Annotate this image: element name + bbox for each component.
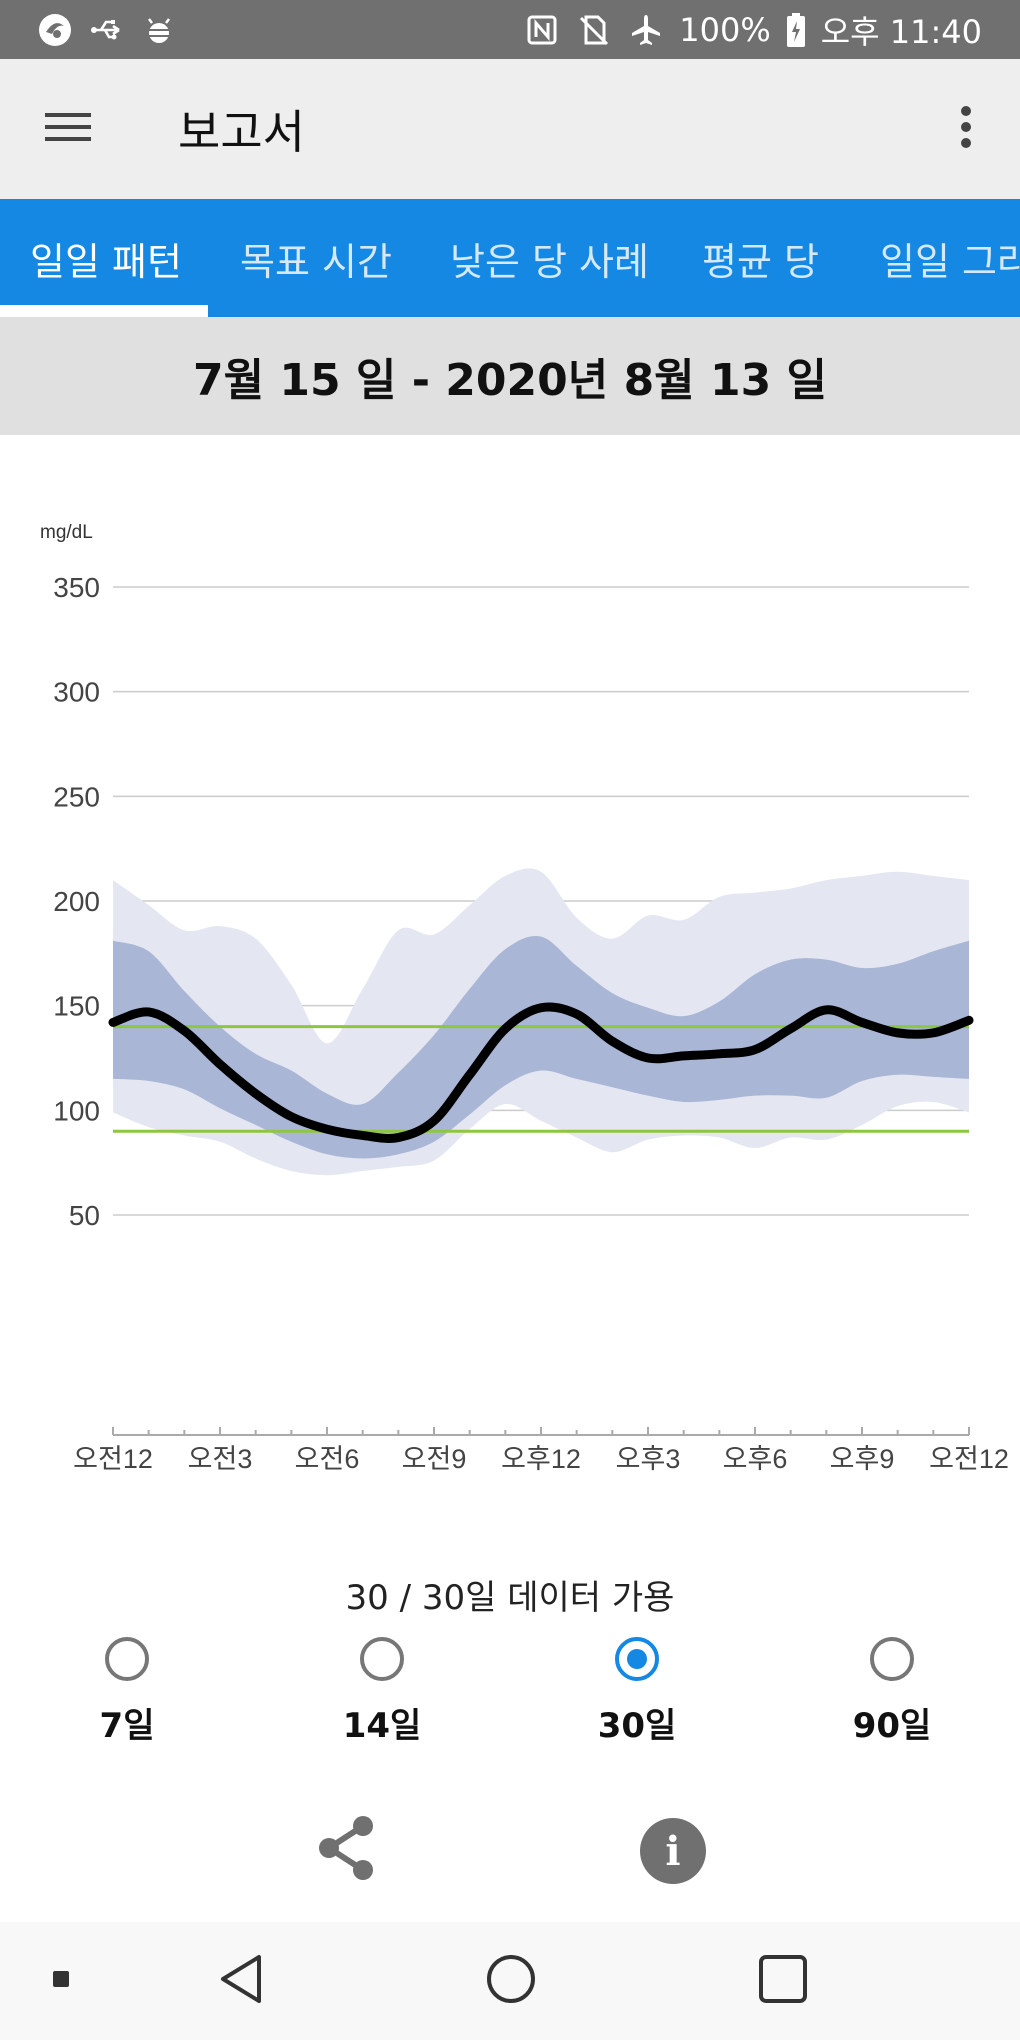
x-tick-label: 오전3	[188, 1444, 253, 1474]
x-tick-label: 오전6	[295, 1444, 360, 1474]
daily-pattern-chart: mg/dL 350 300 250 200 150 100 50 오전12 오전3 오전6 오전9 오후…	[0, 435, 1020, 1515]
battery-charging-icon	[785, 11, 807, 49]
y-tick-label: 250	[53, 781, 100, 812]
x-tick-label: 오후9	[830, 1444, 895, 1474]
navigation-bar	[0, 1922, 1020, 2040]
median-line	[108, 1002, 974, 1143]
notification-dot-icon	[53, 1971, 69, 1991]
period-label-7: 7일	[99, 1706, 155, 1746]
y-tick-label: 200	[53, 886, 100, 917]
x-tick-label: 오후6	[723, 1444, 788, 1474]
more-options-button[interactable]	[936, 99, 996, 159]
period-label-14: 14일	[342, 1706, 422, 1746]
airplane-mode-icon	[627, 11, 665, 49]
back-icon	[217, 1953, 265, 2009]
info-icon: i	[665, 1827, 681, 1875]
y-tick-label: 150	[53, 991, 100, 1022]
app-notification-icon	[36, 11, 74, 49]
period-radio-30[interactable]	[615, 1637, 659, 1681]
y-tick-label: 350	[53, 572, 100, 603]
y-axis-unit-label: mg/dL	[40, 522, 93, 543]
recents-button[interactable]	[748, 1946, 818, 2016]
period-option-7[interactable]: 7일	[40, 1630, 220, 1750]
menu-button[interactable]	[34, 99, 104, 159]
status-time: 오후 11:40	[820, 12, 982, 51]
x-tick-label: 오전9	[402, 1444, 467, 1474]
menu-icon	[45, 109, 93, 149]
period-radio-14[interactable]	[360, 1637, 404, 1681]
tab-average-glucose[interactable]: 평균 당	[702, 239, 819, 284]
tab-target-time[interactable]: 목표 시간	[240, 239, 392, 284]
period-radio-90[interactable]	[870, 1637, 914, 1681]
home-button[interactable]	[476, 1946, 546, 2016]
tab-daily-pattern[interactable]: 일일 패턴	[30, 239, 182, 284]
x-tick-label: 오후3	[616, 1444, 681, 1474]
recents-icon	[758, 1954, 808, 2008]
chart-svg: mg/dL 350 300 250 200 150 100 50 오전12 오전3 오전6 오전9 오후…	[40, 522, 1009, 1474]
data-availability: 30 / 30일 데이터 가용	[345, 1578, 675, 1618]
nfc-icon	[523, 11, 561, 49]
usb-icon	[88, 11, 126, 49]
y-tick-label: 100	[53, 1095, 100, 1126]
period-option-30[interactable]: 30일	[550, 1630, 730, 1750]
inner-percentile-band	[113, 935, 969, 1159]
page-title: 보고서	[178, 105, 305, 159]
tab-bar: 일일 패턴 목표 시간 낮은 당 사례 평균 당 일일 그라	[0, 199, 1020, 317]
period-option-90[interactable]: 90일	[805, 1630, 985, 1750]
tab-low-events[interactable]: 낮은 당 사례	[450, 239, 649, 284]
back-button[interactable]	[206, 1946, 276, 2016]
x-tick-label: 오전12	[929, 1444, 1009, 1474]
tab-daily-graph[interactable]: 일일 그라	[880, 239, 1020, 284]
date-range-bar: 7월 15 일 - 2020년 8월 13 일	[0, 317, 1020, 435]
share-icon	[315, 1814, 379, 1886]
period-radio-7[interactable]	[105, 1637, 149, 1681]
y-tick-label: 300	[53, 677, 100, 708]
app-bar: 보고서	[0, 59, 1020, 199]
more-vert-icon	[960, 105, 972, 153]
period-option-14[interactable]: 14일	[295, 1630, 475, 1750]
share-button[interactable]	[312, 1815, 382, 1885]
home-icon	[485, 1953, 537, 2009]
x-tick-label: 오후12	[501, 1444, 581, 1474]
x-tick-label: 오전12	[73, 1444, 153, 1474]
period-label-30: 30일	[597, 1706, 677, 1746]
notification-dot-button[interactable]	[26, 1946, 96, 2016]
date-range: 7월 15 일 - 2020년 8월 13 일	[192, 355, 828, 406]
status-bar: 100% 오후 11:40	[0, 0, 1020, 59]
y-tick-label: 50	[69, 1200, 100, 1231]
period-label-90: 90일	[852, 1706, 932, 1746]
info-button[interactable]: i	[640, 1818, 706, 1884]
battery-percent: 100%	[679, 10, 771, 49]
active-tab-indicator	[0, 305, 208, 317]
no-sim-icon	[575, 11, 613, 49]
debug-bug-icon	[140, 11, 178, 49]
